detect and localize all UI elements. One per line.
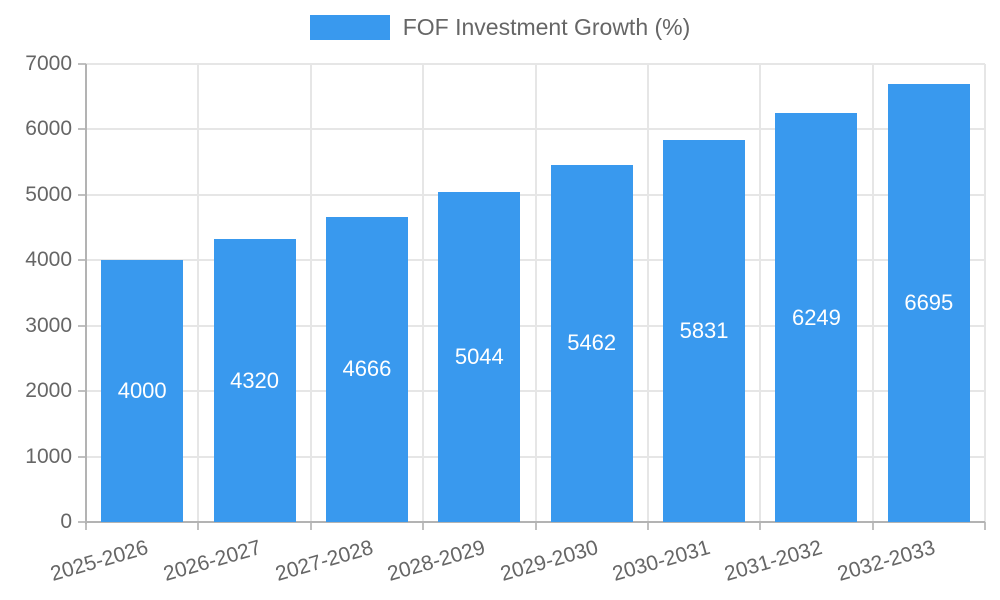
y-axis-tick-label: 3000 — [25, 313, 72, 337]
y-tick-mark — [78, 193, 86, 196]
x-tick-mark — [85, 522, 87, 530]
bar-value-label: 6695 — [904, 289, 954, 315]
bar-value-label: 6249 — [791, 304, 841, 330]
x-tick-mark — [534, 522, 537, 530]
x-gridline — [197, 64, 200, 522]
bar[interactable]: 5462 — [550, 164, 633, 522]
y-axis-tick-label: 2000 — [25, 379, 72, 403]
x-axis-tick-label: 2027-2028 — [272, 536, 376, 586]
x-axis-line — [86, 521, 985, 523]
bar-value-label: 4666 — [342, 356, 392, 382]
x-tick-mark — [197, 522, 200, 530]
y-tick-mark — [78, 63, 86, 65]
x-axis-tick-label: 2030-2031 — [609, 536, 713, 586]
x-gridline — [534, 64, 537, 522]
legend-label: FOF Investment Growth (%) — [402, 14, 691, 40]
chart-legend[interactable]: FOF Investment Growth (%) — [0, 14, 1000, 41]
y-axis-line — [85, 64, 87, 524]
y-axis-tick-label: 5000 — [25, 182, 72, 206]
x-tick-mark — [759, 522, 762, 530]
x-axis-tick-label: 2025-2026 — [48, 536, 151, 586]
bar-value-label: 5462 — [567, 330, 617, 356]
bar[interactable]: 4666 — [325, 216, 408, 522]
x-axis-tick-label: 2032-2033 — [834, 536, 938, 586]
bar[interactable]: 6249 — [775, 113, 858, 522]
x-gridline — [646, 64, 649, 522]
x-gridline — [759, 64, 762, 522]
bar[interactable]: 5831 — [663, 140, 746, 522]
x-axis-tick-label: 2026-2027 — [160, 536, 264, 586]
y-tick-mark — [78, 455, 86, 458]
y-axis-tick-label: 0 — [60, 510, 72, 533]
y-tick-mark — [78, 390, 86, 393]
x-axis-tick-label: 2031-2032 — [722, 536, 826, 586]
bar-value-label: 5831 — [679, 318, 729, 344]
y-axis-tick-label: 7000 — [25, 52, 72, 75]
y-tick-mark — [78, 128, 86, 131]
legend-swatch — [309, 15, 390, 40]
bar[interactable]: 5044 — [438, 191, 521, 522]
x-gridline — [984, 64, 986, 522]
bar[interactable]: 4000 — [101, 260, 184, 522]
x-gridline — [309, 64, 312, 522]
x-axis-tick-label: 2029-2030 — [497, 536, 601, 586]
y-tick-mark — [78, 324, 86, 327]
x-tick-mark — [984, 522, 986, 530]
y-axis-tick-label: 6000 — [25, 117, 72, 141]
y-axis-tick-label: 4000 — [25, 248, 72, 272]
bar-value-label: 4320 — [230, 367, 280, 393]
x-tick-mark — [646, 522, 649, 530]
bar[interactable]: 6695 — [887, 83, 970, 522]
x-gridline — [871, 64, 874, 522]
y-tick-mark — [78, 259, 86, 262]
y-tick-mark — [78, 521, 86, 523]
y-axis-tick-label: 1000 — [25, 444, 72, 468]
bar-value-label: 5044 — [454, 343, 504, 369]
bar-value-label: 4000 — [117, 378, 167, 404]
x-tick-mark — [309, 522, 312, 530]
x-tick-mark — [871, 522, 874, 530]
x-axis-tick-label: 2028-2029 — [385, 536, 489, 586]
bar[interactable]: 4320 — [213, 239, 296, 522]
x-tick-mark — [422, 522, 425, 530]
x-gridline — [422, 64, 425, 522]
